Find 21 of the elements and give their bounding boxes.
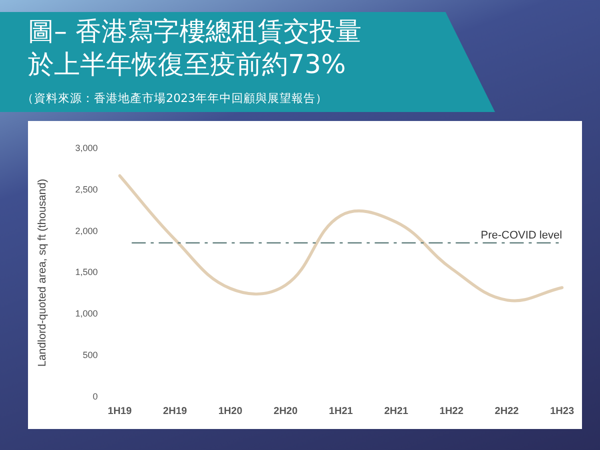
y-tick-label: 0 — [92, 391, 98, 402]
y-tick-label: 2,000 — [75, 226, 98, 236]
y-tick-label: 1,500 — [75, 267, 98, 278]
x-tick-label: 2H21 — [384, 406, 409, 417]
y-axis-title: Landlord-quoted area, sq ft (thousand) — [36, 178, 49, 367]
x-tick-label: 1H19 — [108, 406, 132, 417]
x-tick-label: 1H20 — [218, 406, 243, 417]
ref-line-label: Pre-COVID level — [480, 229, 562, 242]
x-tick-label: 2H19 — [163, 406, 188, 417]
text: （資料來源：香港地產市場2023年年中回顧與展望報告） — [22, 91, 328, 106]
x-tick-label: 1H23 — [550, 406, 574, 417]
x-tick-label: 2H22 — [494, 406, 520, 417]
y-tick-label: 2,500 — [75, 184, 98, 194]
x-tick-label: 1H21 — [328, 406, 354, 417]
y-tick-label: 3,000 — [75, 142, 98, 153]
y-tick-label: 1,000 — [75, 308, 98, 319]
chart-title: 圖– 香港寫字樓總租賃交投量於上半年恢復至疫前約73% — [28, 16, 362, 82]
x-tick-label: 1H22 — [440, 406, 464, 417]
line-series — [118, 174, 564, 302]
x-tick-label: 2H20 — [274, 406, 298, 417]
y-tick-label: 500 — [82, 350, 98, 360]
